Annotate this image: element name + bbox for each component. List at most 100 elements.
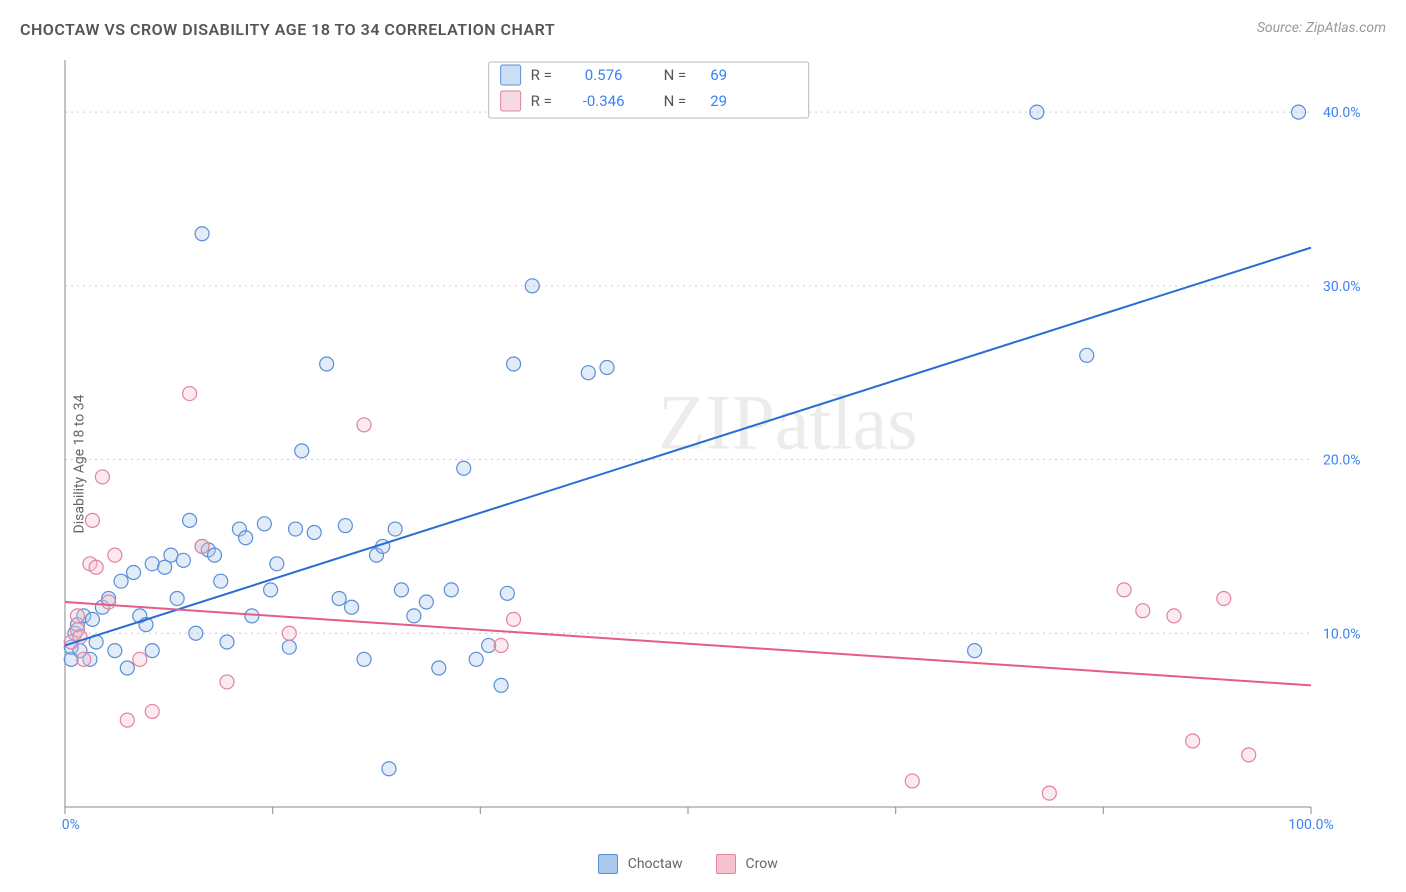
data-point xyxy=(114,574,128,588)
data-point xyxy=(494,638,508,652)
legend-label-choctaw: Choctaw xyxy=(628,856,683,872)
stat-n-label: N = xyxy=(664,66,687,84)
data-point xyxy=(70,609,84,623)
data-point xyxy=(282,626,296,640)
x-tick-label: 0.0% xyxy=(60,817,80,832)
data-point xyxy=(507,357,521,371)
y-tick-label: 40.0% xyxy=(1323,105,1361,121)
data-point xyxy=(1042,786,1056,800)
data-point xyxy=(195,539,209,553)
chart-header: CHOCTAW VS CROW DISABILITY AGE 18 TO 34 … xyxy=(20,20,1386,50)
data-point xyxy=(264,583,278,597)
data-point xyxy=(357,652,371,666)
data-point xyxy=(345,600,359,614)
data-point xyxy=(189,626,203,640)
data-point xyxy=(239,531,253,545)
chart-container: Disability Age 18 to 34 10.0%20.0%30.0%4… xyxy=(20,55,1386,872)
data-point xyxy=(419,595,433,609)
data-point xyxy=(214,574,228,588)
legend-swatch-choctaw xyxy=(598,854,618,874)
data-point xyxy=(332,592,346,606)
data-point xyxy=(208,548,222,562)
stat-r-value: 0.576 xyxy=(585,66,623,84)
y-tick-label: 30.0% xyxy=(1323,279,1361,295)
stat-swatch xyxy=(501,91,521,111)
data-point xyxy=(195,227,209,241)
data-point xyxy=(494,678,508,692)
data-point xyxy=(382,762,396,776)
data-point xyxy=(500,586,514,600)
x-tick-label: 100.0% xyxy=(1288,817,1333,832)
data-point xyxy=(905,774,919,788)
data-point xyxy=(176,553,190,567)
data-point xyxy=(220,675,234,689)
data-point xyxy=(220,635,234,649)
data-point xyxy=(102,595,116,609)
data-point xyxy=(145,644,159,658)
trendline xyxy=(65,602,1311,685)
stat-n-value: 69 xyxy=(710,66,727,84)
data-point xyxy=(444,583,458,597)
data-point xyxy=(282,640,296,654)
data-point xyxy=(507,612,521,626)
data-point xyxy=(1292,105,1306,119)
data-point xyxy=(245,609,259,623)
data-point xyxy=(307,526,321,540)
data-point xyxy=(85,612,99,626)
data-point xyxy=(1167,609,1181,623)
data-point xyxy=(85,513,99,527)
data-point xyxy=(469,652,483,666)
data-point xyxy=(108,644,122,658)
stat-r-value: -0.346 xyxy=(583,92,625,110)
data-point xyxy=(407,609,421,623)
data-point xyxy=(108,548,122,562)
data-point xyxy=(1080,348,1094,362)
data-point xyxy=(270,557,284,571)
stat-n-value: 29 xyxy=(710,92,727,110)
data-point xyxy=(89,560,103,574)
y-tick-label: 10.0% xyxy=(1323,626,1361,642)
source-attribution: Source: ZipAtlas.com xyxy=(1257,20,1386,36)
data-point xyxy=(1242,748,1256,762)
data-point xyxy=(257,517,271,531)
data-point xyxy=(357,418,371,432)
data-point xyxy=(968,644,982,658)
data-point xyxy=(120,713,134,727)
data-point xyxy=(95,470,109,484)
y-tick-label: 20.0% xyxy=(1323,453,1361,469)
stat-swatch xyxy=(501,65,521,85)
data-point xyxy=(1136,604,1150,618)
data-point xyxy=(600,360,614,374)
data-point xyxy=(581,366,595,380)
data-point xyxy=(320,357,334,371)
data-point xyxy=(525,279,539,293)
data-point xyxy=(295,444,309,458)
data-point xyxy=(183,513,197,527)
data-point xyxy=(1030,105,1044,119)
data-point xyxy=(432,661,446,675)
data-point xyxy=(170,592,184,606)
data-point xyxy=(1117,583,1131,597)
stat-n-label: N = xyxy=(664,92,687,110)
data-point xyxy=(127,565,141,579)
watermark: ZIPatlas xyxy=(658,378,918,465)
data-point xyxy=(338,519,352,533)
data-point xyxy=(145,557,159,571)
data-point xyxy=(120,661,134,675)
stat-r-label: R = xyxy=(531,92,552,110)
data-point xyxy=(145,704,159,718)
data-point xyxy=(77,652,91,666)
scatter-plot: 10.0% 20.0% 30.0% 40.0% 0.0% 100.0% ZIPatlas R … xyxy=(60,55,1386,832)
data-point xyxy=(289,522,303,536)
data-point xyxy=(1186,734,1200,748)
data-point xyxy=(1217,592,1231,606)
stat-r-label: R = xyxy=(531,66,552,84)
data-point xyxy=(133,652,147,666)
data-point xyxy=(394,583,408,597)
legend-label-crow: Crow xyxy=(746,856,778,872)
legend-swatch-crow xyxy=(716,854,736,874)
series-legend: Choctaw Crow xyxy=(20,854,1386,874)
data-point xyxy=(183,387,197,401)
data-point xyxy=(388,522,402,536)
chart-title: CHOCTAW VS CROW DISABILITY AGE 18 TO 34 … xyxy=(20,20,555,39)
